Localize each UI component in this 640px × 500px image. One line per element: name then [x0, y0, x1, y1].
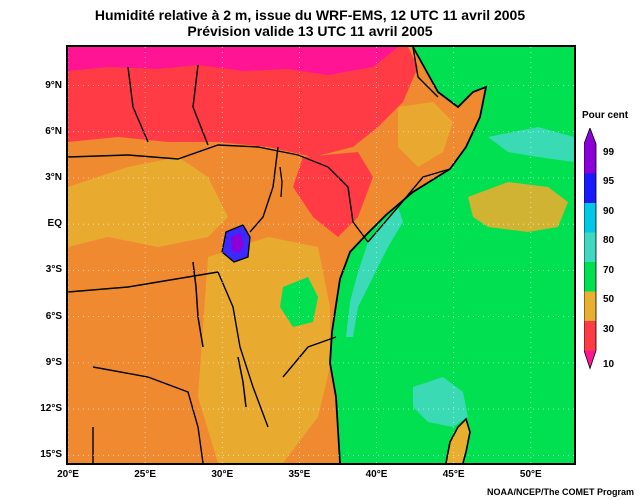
- lon-label: 30°E: [211, 469, 234, 480]
- land-yellow-zone-3: [398, 102, 453, 167]
- lat-label: EQ: [47, 218, 62, 230]
- lat-label: 3°N: [45, 171, 62, 183]
- lat-label: 12°S: [40, 403, 62, 415]
- legend-outline: [584, 128, 597, 370]
- lat-label: 15°S: [40, 449, 62, 461]
- legend-swatch: [584, 321, 596, 351]
- legend-swatch: [584, 144, 596, 174]
- legend-bottom-arrow: [584, 350, 596, 369]
- lon-label: 20°E: [57, 469, 79, 480]
- legend-tick-label: 80: [603, 235, 615, 247]
- lon-label: 35°E: [288, 469, 311, 480]
- lake-malawi: [237, 356, 247, 408]
- map-title: Humidité relative à 2 m, issue du WRF-EM…: [0, 7, 620, 39]
- ocean-yellow-patch: [468, 182, 568, 232]
- legend-swatch: [584, 203, 596, 233]
- legend-top-arrow: [584, 128, 596, 144]
- legend-swatch: [584, 262, 596, 292]
- coastal-cyan-strip: [346, 207, 403, 337]
- country-borders: [68, 47, 451, 463]
- legend-tick-label: 99: [603, 146, 615, 158]
- lon-label: 40°E: [365, 469, 388, 480]
- very-dry-pink-zone: [68, 47, 398, 75]
- madagascar-coastline: [445, 417, 471, 463]
- legend-colorbar: [584, 128, 597, 370]
- legend-swatch: [584, 232, 596, 262]
- lat-label: 3°S: [45, 264, 62, 276]
- legend-tick-label: 50: [603, 294, 615, 306]
- title-line-1: Humidité relative à 2 m, issue du WRF-EM…: [94, 7, 526, 23]
- legend-swatch: [584, 173, 596, 203]
- inland-green-patch: [280, 277, 318, 327]
- lat-label: 9°N: [45, 79, 62, 91]
- ocean-cyan-patch: [488, 127, 574, 162]
- legend-title: Pour cent: [582, 110, 629, 121]
- lat-label: 9°S: [45, 356, 62, 368]
- legend-tick-label: 95: [603, 176, 615, 188]
- humidity-map: [68, 47, 574, 463]
- legend-tick-label: 90: [603, 205, 615, 217]
- madagascar-land: [446, 419, 470, 463]
- map-frame: [66, 45, 576, 465]
- coastline: [329, 47, 488, 463]
- lat-label: 6°S: [45, 310, 62, 322]
- lake-turkana: [279, 166, 283, 198]
- lake-tanganyika: [192, 261, 204, 348]
- title-line-2: Prévision valide 13 UTC 11 avril 2005: [187, 23, 433, 39]
- lon-label: 45°E: [442, 469, 465, 480]
- coastal-cyan-patch-2: [413, 377, 468, 427]
- legend-swatch: [584, 291, 596, 321]
- lake-victoria-core: [231, 233, 244, 253]
- credit-text: NOAA/NCEP/The COMET Program: [486, 487, 634, 497]
- legend-tick-label: 10: [603, 359, 615, 371]
- lon-label: 25°E: [134, 469, 157, 480]
- legend-tick-label: 30: [603, 323, 615, 335]
- lat-label: 6°N: [45, 125, 62, 137]
- lon-label: 50°E: [519, 469, 542, 480]
- dry-red-patch: [293, 152, 373, 237]
- legend-tick-label: 70: [603, 264, 615, 276]
